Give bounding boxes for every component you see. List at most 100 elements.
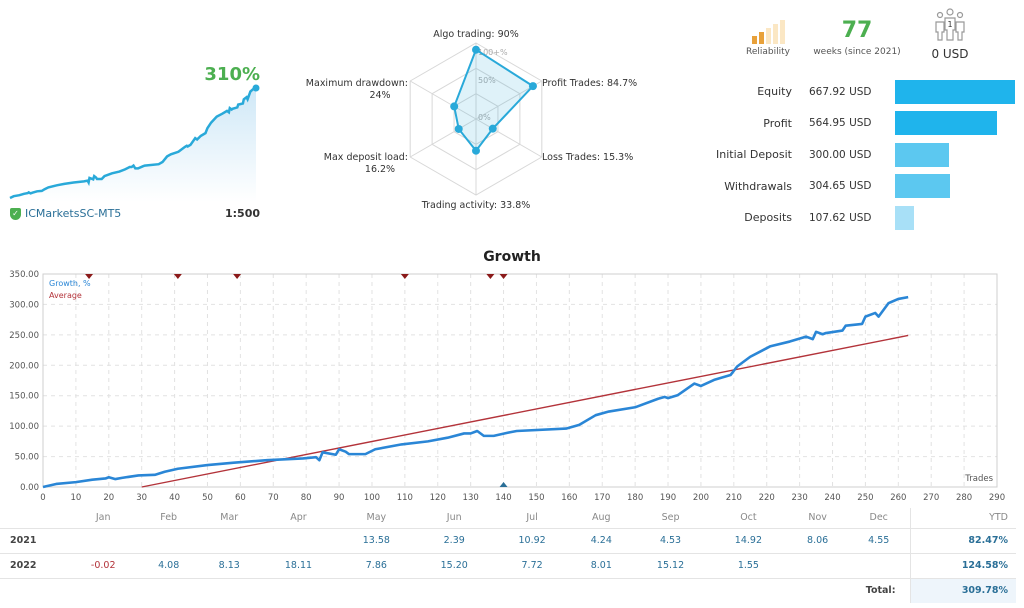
broker-link[interactable]: ✓ ICMarketsSC-MT5 — [10, 207, 121, 220]
radar-spoke — [409, 118, 477, 158]
y-tick-label: 300.00 — [9, 300, 39, 310]
x-tick-label: 130 — [463, 493, 479, 503]
table-row: 2022 -0.02 4.08 8.13 18.11 7.86 15.20 7.72 8.01 1… — [0, 553, 1016, 579]
balance-value: 304.65 USD — [809, 180, 872, 193]
x-tick-label: 0 — [40, 493, 45, 503]
column-header: Sep — [631, 508, 710, 529]
reliability-bar — [751, 36, 757, 44]
radar-area — [453, 48, 535, 153]
column-header: Jun — [415, 508, 494, 529]
column-header: Aug — [571, 508, 632, 529]
verified-shield-icon: ✓ — [10, 207, 21, 220]
column-header: Oct — [709, 508, 788, 529]
leverage: 1:500 — [224, 207, 260, 220]
year-cell: 2021 — [0, 528, 68, 554]
column-header: Jan — [68, 508, 139, 529]
month-value-cell: 4.08 — [138, 553, 199, 579]
month-value-cell — [847, 553, 910, 579]
balance-row: Equity 667.92 USD — [690, 76, 1020, 108]
x-tick-label: 120 — [430, 493, 446, 503]
x-tick-label: 270 — [923, 493, 939, 503]
balance-value: 107.62 USD — [809, 211, 872, 224]
total-row: Total: 309.78% — [0, 578, 1016, 603]
x-tick-label: 240 — [824, 493, 840, 503]
radar-axis-value: 24% — [369, 90, 390, 101]
radar-axis-label: Profit Trades: 84.7% — [542, 78, 637, 89]
radar-scale-label: 0% — [478, 113, 491, 122]
x-tick-label: 160 — [561, 493, 577, 503]
investors-stat: 1 0 USD — [925, 8, 975, 61]
x-tick-label: 220 — [759, 493, 775, 503]
column-header: Feb — [138, 508, 199, 529]
balance-bar — [895, 205, 915, 230]
svg-text:1: 1 — [947, 20, 952, 29]
x-tick-label: 290 — [989, 493, 1005, 503]
balance-bar — [895, 142, 949, 167]
column-header: May — [337, 508, 416, 529]
month-value-cell: 15.20 — [415, 553, 494, 579]
month-value-cell — [787, 553, 848, 579]
withdrawal-marker — [400, 274, 409, 279]
legend-growth: Growth, % — [49, 279, 91, 288]
y-tick-label: 350.00 — [9, 270, 39, 280]
x-tick-label: 10 — [70, 493, 81, 503]
growth-line — [42, 295, 909, 489]
y-tick-label: 200.00 — [9, 361, 39, 371]
x-tick-label: 280 — [956, 493, 972, 503]
balance-row: Withdrawals 304.65 USD — [690, 171, 1020, 203]
balance-label: Deposits — [744, 211, 792, 225]
plot-border — [42, 273, 998, 488]
balance-row: Profit 564.95 USD — [690, 108, 1020, 140]
broker-name[interactable]: ICMarketsSC-MT5 — [25, 207, 122, 220]
reliability-bar — [772, 24, 778, 44]
balance-value: 300.00 USD — [809, 148, 872, 161]
radar-point — [472, 45, 480, 54]
investors-icon: 1 — [935, 8, 965, 41]
growth-chart: 0 10 20 30 40 50 60 70 80 90 100 110 120 130 140 150 160… — [9, 270, 1005, 503]
sparkline-area — [10, 88, 256, 202]
x-tick-label: 230 — [792, 493, 808, 503]
month-value-cell: 7.86 — [337, 553, 416, 579]
month-value-cell: 2.39 — [415, 528, 494, 554]
radar-axis-label: Max deposit load: — [324, 152, 408, 163]
radar-chart: 100+% 50% 0% Algo trading: 90% Profit Trades… — [306, 29, 637, 211]
reliability-bar — [765, 28, 771, 44]
column-header: Dec — [847, 508, 910, 529]
ytd-cell: 82.47% — [909, 528, 1016, 554]
weeks-label: weeks (since 2021) — [813, 47, 901, 57]
month-value-cell: 7.72 — [493, 553, 572, 579]
month-value-cell: 4.53 — [631, 528, 710, 554]
balance-bar — [895, 111, 997, 136]
month-value-cell: 4.24 — [571, 528, 632, 554]
x-tick-label: 50 — [202, 493, 213, 503]
balance-value: 564.95 USD — [809, 117, 872, 130]
monthly-returns-table: Jan Feb Mar Apr May Jun Jul Aug Sep Oct Nov Dec YTD … — [0, 508, 1016, 603]
month-value-cell: 18.11 — [259, 553, 338, 579]
growth-percent: 310% — [204, 64, 260, 85]
y-tick-label: 50.00 — [15, 453, 39, 463]
table-row: 2021 13.58 2.39 10.92 4.24 4.53 14.92 8.06 4.55 8… — [0, 528, 1016, 554]
month-value-cell: 13.58 — [337, 528, 416, 554]
x-tick-label: 210 — [726, 493, 742, 503]
balance-bar — [895, 174, 950, 199]
y-tick-label: 100.00 — [9, 422, 39, 432]
x-tick-label: 100 — [364, 493, 380, 503]
y-tick-label: 250.00 — [9, 331, 39, 341]
x-tick-label: 80 — [301, 493, 312, 503]
radar-axis-label: Trading activity: 33.8% — [421, 200, 531, 211]
x-tick-label: 190 — [660, 493, 676, 503]
balance-label: Profit — [763, 116, 792, 130]
balance-label: Equity — [757, 85, 792, 99]
month-value-cell: 8.13 — [198, 553, 260, 579]
growth-chart-title: Growth — [483, 249, 541, 265]
withdrawal-marker — [486, 274, 495, 279]
x-tick-label: 70 — [268, 493, 279, 503]
column-header: YTD — [909, 508, 1016, 529]
x-tick-label: 250 — [857, 493, 873, 503]
month-value-cell: 14.92 — [709, 528, 788, 554]
radar-axis-label: Loss Trades: 15.3% — [542, 152, 633, 163]
x-tick-label: 140 — [495, 493, 511, 503]
table-header: Jan Feb Mar Apr May Jun Jul Aug Sep Oct Nov Dec YTD — [0, 508, 1016, 529]
balance-summary: Equity 667.92 USD Profit 564.95 USD Initial … — [690, 76, 1020, 234]
month-value-cell: 8.06 — [787, 528, 848, 554]
